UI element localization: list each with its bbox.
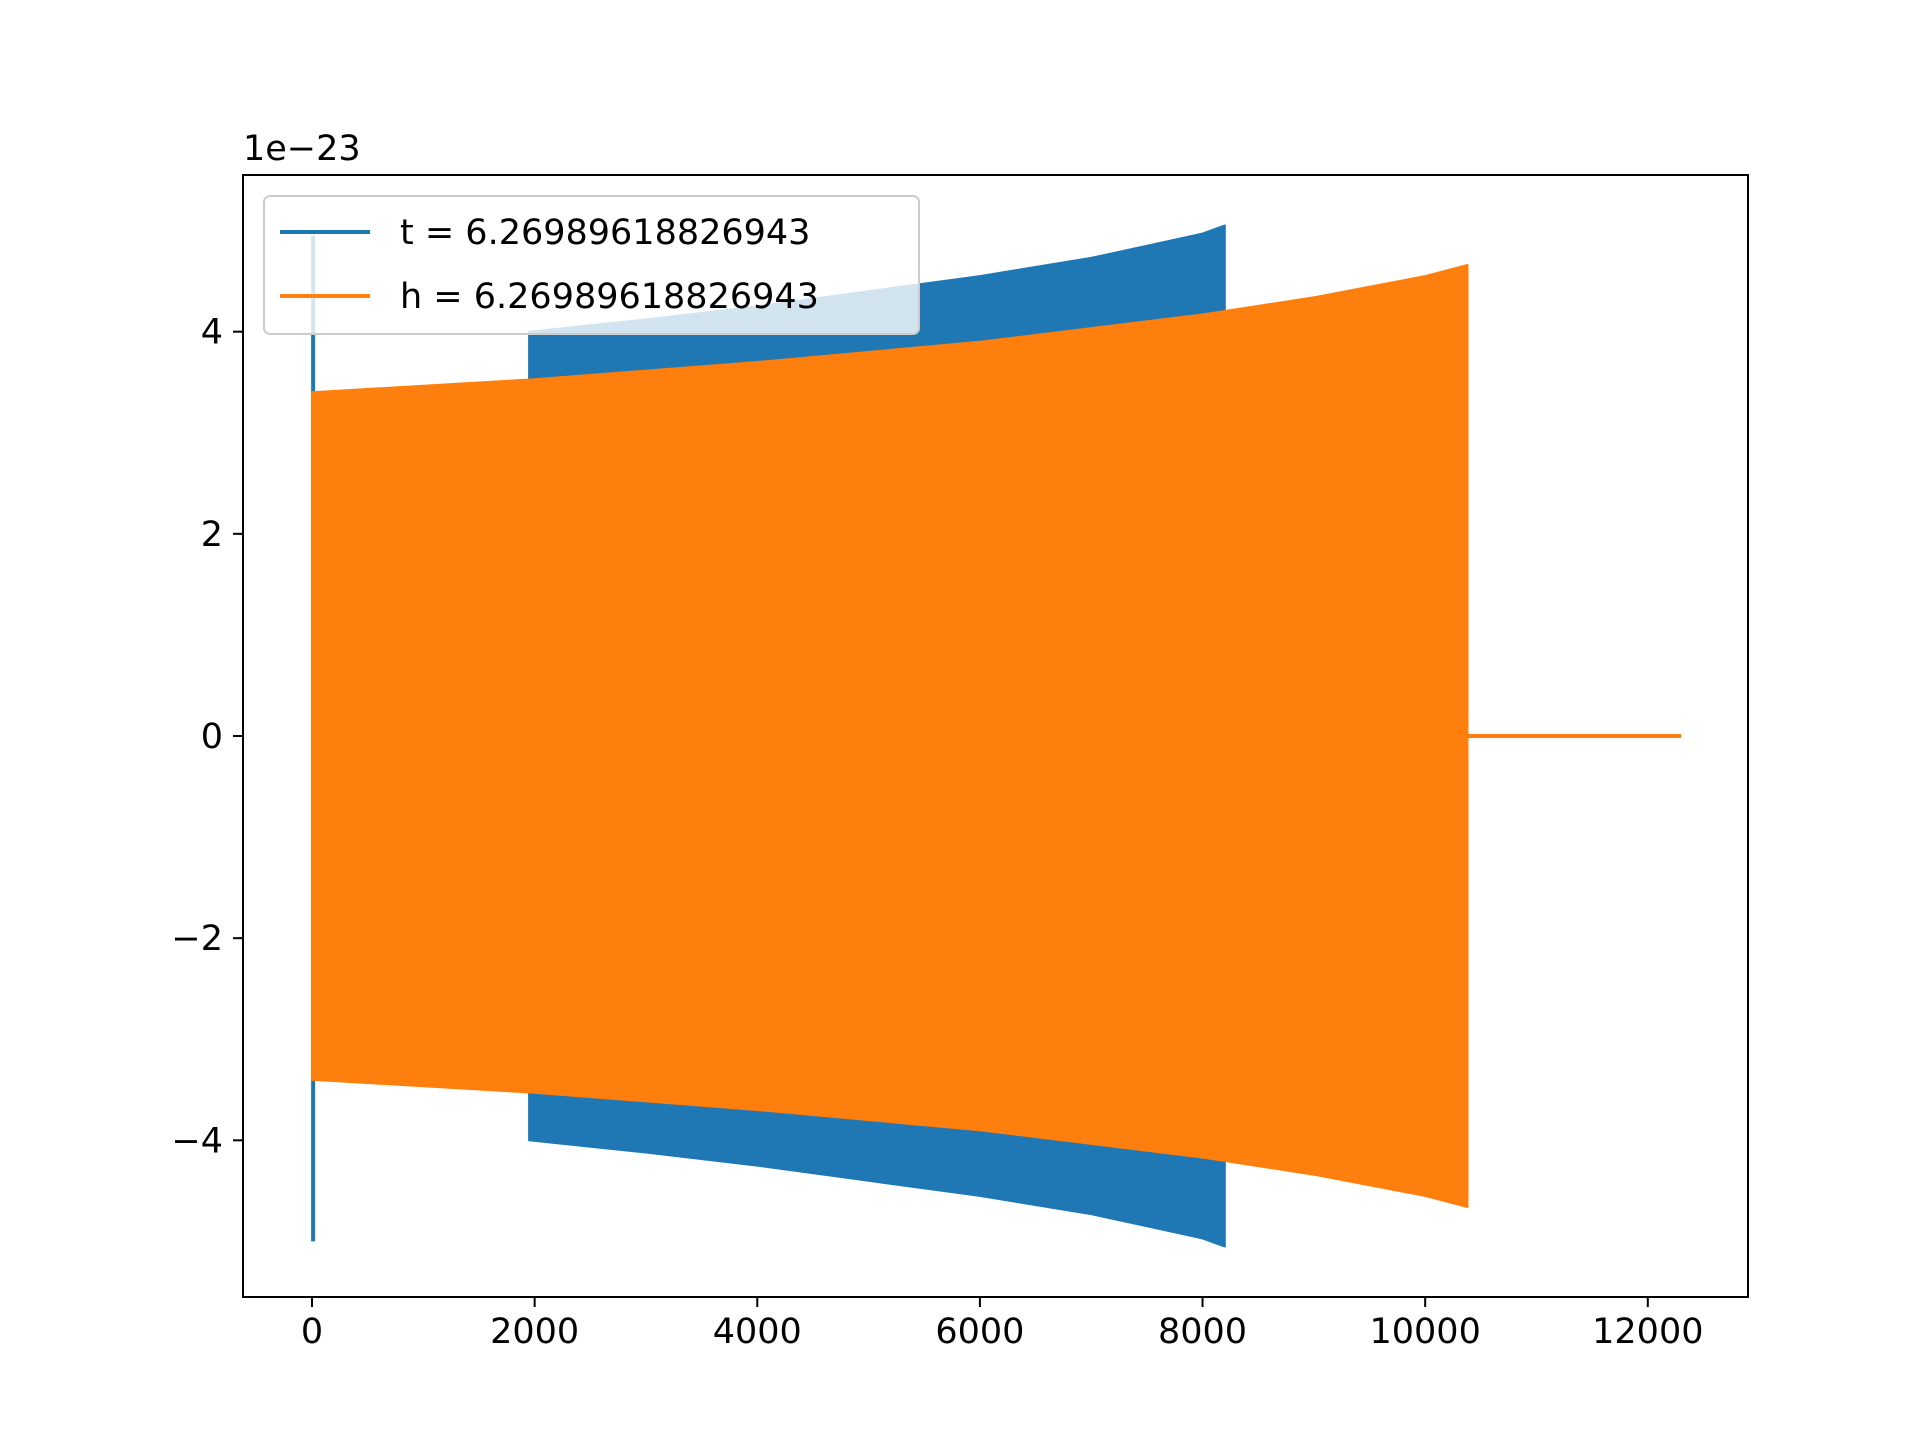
series-layer [311, 224, 1682, 1248]
legend-box [263, 195, 920, 335]
y-tick-label: 4 [201, 313, 223, 353]
y-tick-label: 0 [201, 717, 223, 757]
y-offset-label: 1e−23 [243, 129, 361, 169]
y-axis: −4 −2 0 2 4 [171, 313, 243, 1161]
legend: t = 6.26989618826943 h = 6.26989618826943 [263, 195, 920, 335]
x-tick-label: 4000 [713, 1312, 802, 1352]
x-tick-label: 12000 [1592, 1312, 1703, 1352]
x-tick-label: 8000 [1158, 1312, 1247, 1352]
series-2 [311, 264, 1682, 1208]
x-tick-label: 0 [301, 1312, 323, 1352]
x-axis: 0 2000 4000 6000 8000 10000 12000 [301, 1297, 1703, 1352]
y-tick-label: 2 [201, 515, 223, 555]
y-tick-label: −2 [171, 919, 223, 959]
y-tick-label: −4 [171, 1121, 223, 1161]
x-tick-label: 10000 [1370, 1312, 1481, 1352]
legend-label-2: h = 6.26989618826943 [400, 277, 819, 317]
series-2-oscillation-band [311, 264, 1469, 1208]
legend-label-1: t = 6.26989618826943 [400, 213, 810, 253]
x-tick-label: 2000 [490, 1312, 579, 1352]
x-tick-label: 6000 [935, 1312, 1024, 1352]
